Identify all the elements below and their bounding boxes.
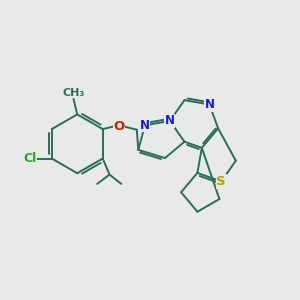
Text: Cl: Cl <box>23 152 37 165</box>
Text: N: N <box>165 114 175 128</box>
Text: S: S <box>217 175 226 188</box>
Text: CH₃: CH₃ <box>62 88 85 98</box>
Text: N: N <box>140 119 150 132</box>
Text: O: O <box>113 120 124 133</box>
Text: N: N <box>205 98 214 111</box>
